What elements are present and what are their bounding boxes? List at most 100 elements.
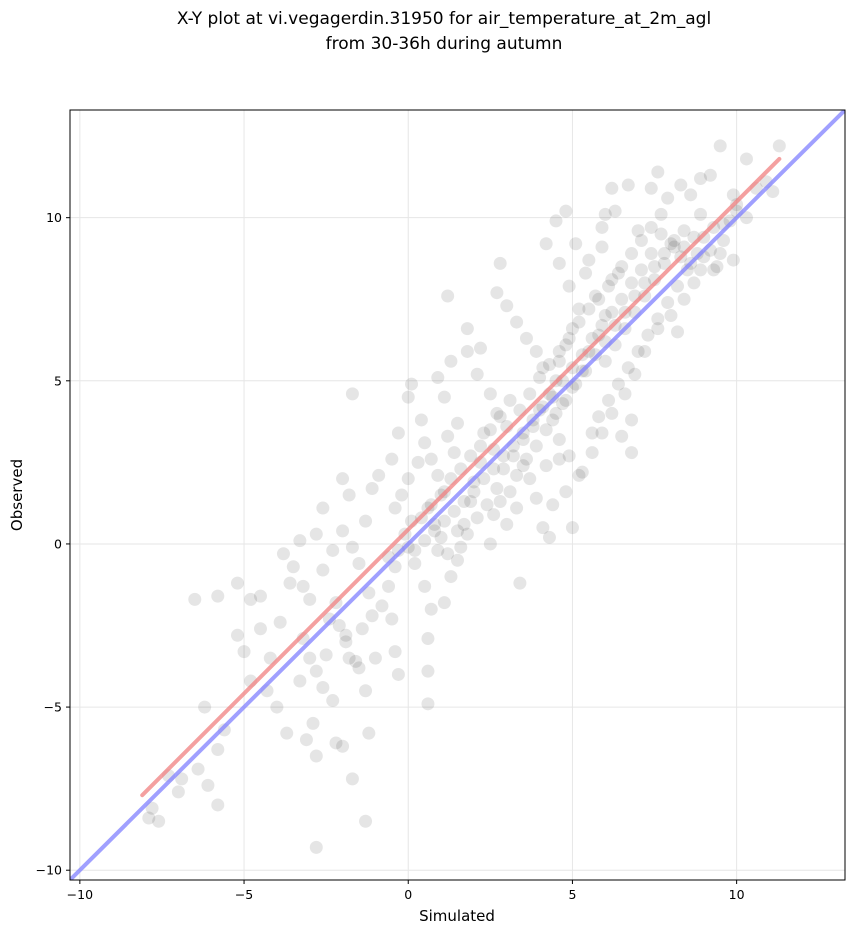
data-point	[615, 292, 629, 306]
data-point	[201, 778, 215, 792]
data-point	[641, 328, 655, 342]
data-point	[414, 413, 428, 427]
data-point	[772, 139, 786, 153]
data-point	[621, 178, 635, 192]
data-point	[657, 247, 671, 261]
data-point	[339, 628, 353, 642]
data-point	[552, 256, 566, 270]
regression-line	[140, 156, 782, 798]
data-point	[493, 256, 507, 270]
data-point	[503, 485, 517, 499]
data-point	[451, 524, 464, 538]
data-point	[634, 234, 648, 248]
data-point	[579, 266, 593, 280]
data-point	[418, 436, 432, 450]
data-point	[280, 726, 294, 740]
data-point	[352, 557, 366, 571]
data-point	[424, 602, 438, 616]
y-tick-label: −10	[36, 863, 62, 878]
data-point	[342, 488, 356, 502]
data-point	[634, 263, 648, 277]
data-point	[523, 472, 537, 486]
data-point	[434, 530, 448, 544]
data-point	[431, 543, 445, 557]
data-point	[293, 674, 307, 688]
y-tick-label: −5	[44, 700, 62, 715]
data-point	[585, 426, 599, 440]
y-tick-label: 0	[54, 536, 62, 551]
data-point	[513, 576, 527, 590]
data-point	[739, 211, 753, 225]
data-point	[605, 181, 619, 195]
data-point	[582, 253, 596, 267]
data-point	[677, 292, 691, 306]
data-point	[529, 344, 543, 358]
data-point	[296, 579, 310, 593]
data-point	[559, 485, 573, 499]
data-point	[339, 635, 353, 649]
data-point	[345, 540, 359, 554]
data-point	[309, 527, 323, 541]
data-point	[625, 413, 639, 427]
x-tick-label: −5	[235, 887, 253, 902]
data-point	[457, 517, 471, 531]
data-point	[602, 393, 616, 407]
data-point	[519, 452, 533, 466]
data-point	[671, 325, 685, 339]
data-point	[644, 247, 658, 261]
data-point	[355, 622, 369, 636]
data-point	[506, 449, 520, 463]
data-point	[303, 651, 317, 665]
data-point	[395, 488, 409, 502]
data-point	[244, 592, 258, 606]
data-point	[493, 410, 507, 424]
data-point	[217, 723, 231, 737]
data-point	[516, 459, 530, 473]
data-point	[710, 260, 724, 274]
reference-lines	[70, 110, 845, 880]
data-point	[651, 165, 665, 179]
data-point	[477, 426, 491, 440]
data-point	[408, 557, 422, 571]
data-point	[460, 322, 474, 336]
data-point	[605, 305, 619, 319]
data-point	[638, 344, 652, 358]
data-point	[349, 654, 363, 668]
data-point	[230, 628, 244, 642]
data-point	[615, 429, 629, 443]
data-point	[362, 586, 376, 600]
data-point	[451, 416, 464, 430]
data-point	[536, 400, 550, 414]
data-point	[687, 276, 701, 290]
data-point	[516, 426, 530, 440]
data-point	[579, 364, 593, 378]
data-point	[322, 612, 336, 626]
data-point	[345, 387, 359, 401]
data-point	[359, 684, 373, 698]
data-point	[552, 354, 566, 368]
data-point	[437, 596, 451, 610]
data-point	[237, 645, 251, 659]
data-point	[694, 207, 708, 221]
data-point	[539, 237, 553, 251]
data-point	[523, 387, 537, 401]
x-axis-label: Simulated	[419, 907, 495, 925]
data-point	[549, 214, 563, 228]
data-point	[588, 348, 602, 362]
data-point	[628, 367, 642, 381]
data-point	[588, 289, 602, 303]
data-point	[303, 592, 317, 606]
data-point	[375, 599, 389, 613]
data-point	[211, 589, 225, 603]
data-point	[661, 296, 675, 309]
data-point	[444, 354, 458, 368]
data-point	[441, 289, 455, 303]
data-point	[726, 253, 740, 267]
data-point	[592, 410, 606, 424]
data-point	[739, 152, 753, 166]
data-point	[621, 361, 635, 375]
y-axis-label: Observed	[8, 459, 26, 531]
data-point	[368, 651, 382, 665]
data-point	[359, 514, 373, 528]
data-point	[500, 299, 514, 313]
